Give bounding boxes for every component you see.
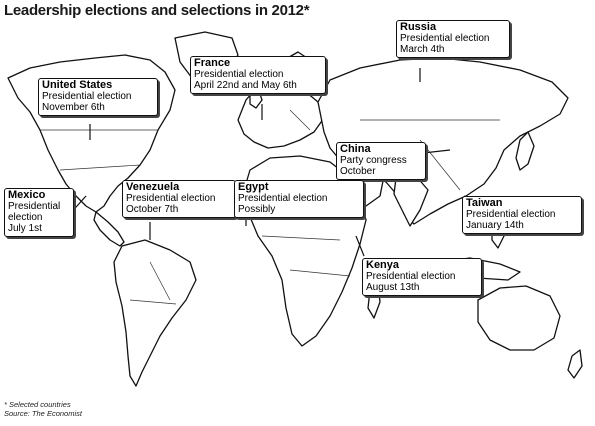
callout-date: November 6th bbox=[42, 102, 105, 113]
callout-event: Presidential election bbox=[126, 193, 216, 204]
callout-china: China Party congress October bbox=[336, 142, 426, 180]
callout-event: Presidential election bbox=[466, 209, 556, 220]
new-zealand-landmass bbox=[567, 349, 583, 379]
central-america-landmass bbox=[93, 211, 125, 247]
callout-united-states: United States Presidential election Nove… bbox=[38, 78, 158, 116]
callout-date: October 7th bbox=[126, 204, 179, 215]
callout-country: Russia bbox=[400, 21, 437, 33]
callout-taiwan: Taiwan Presidential election January 14t… bbox=[462, 196, 582, 234]
callout-country: Mexico bbox=[8, 189, 46, 201]
callout-russia: Russia Presidential election March 4th bbox=[396, 20, 510, 58]
callout-date: April 22nd and May 6th bbox=[194, 80, 297, 91]
leader-line-kenya bbox=[355, 235, 365, 257]
callout-country: Kenya bbox=[366, 259, 400, 271]
callout-event: Presidential election bbox=[366, 271, 456, 282]
callout-date: July 1st bbox=[8, 223, 42, 234]
callout-date: Possibly bbox=[238, 204, 276, 215]
callout-event: Presidential election bbox=[8, 201, 61, 223]
australia-landmass bbox=[477, 285, 561, 351]
callout-venezuela: Venezuela Presidential election October … bbox=[122, 180, 236, 218]
callout-country: France bbox=[194, 57, 231, 69]
callout-egypt: Egypt Presidential election Possibly bbox=[234, 180, 364, 218]
map-title: Leadership elections and selections in 2… bbox=[4, 2, 310, 19]
callout-kenya: Kenya Presidential election August 13th bbox=[362, 258, 482, 296]
footnote-note: * Selected countries bbox=[4, 400, 71, 409]
callout-event: Presidential election bbox=[42, 91, 132, 102]
south-america-landmass bbox=[113, 239, 197, 387]
callout-date: August 13th bbox=[366, 282, 420, 293]
callout-mexico: Mexico Presidential election July 1st bbox=[4, 188, 74, 237]
callout-france: France Presidential election April 22nd … bbox=[190, 56, 326, 94]
callout-date: January 14th bbox=[466, 220, 524, 231]
callout-country: United States bbox=[42, 79, 113, 91]
callout-event: Presidential election bbox=[238, 193, 328, 204]
japan-landmass bbox=[515, 131, 535, 171]
callout-country: China bbox=[340, 143, 371, 155]
callout-country: Venezuela bbox=[126, 181, 180, 193]
footnote-source: Source: The Economist bbox=[4, 409, 82, 418]
callout-event: Presidential election bbox=[400, 33, 490, 44]
callout-event: Presidential election bbox=[194, 69, 284, 80]
callout-date: October bbox=[340, 166, 376, 177]
callout-date: March 4th bbox=[400, 44, 445, 55]
footnote: * Selected countries Source: The Economi… bbox=[4, 400, 82, 418]
callout-country: Taiwan bbox=[466, 197, 503, 209]
callout-country: Egypt bbox=[238, 181, 269, 193]
callout-event: Party congress bbox=[340, 155, 407, 166]
